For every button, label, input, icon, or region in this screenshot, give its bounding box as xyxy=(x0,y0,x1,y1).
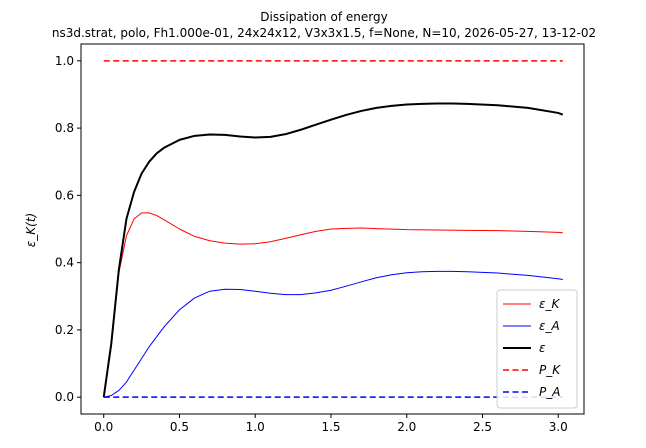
y-tick-label: 0.0 xyxy=(55,390,74,404)
series-line-0 xyxy=(103,212,563,398)
legend-label-2: ε xyxy=(539,341,546,355)
legend-label-0: ε_K xyxy=(539,297,560,311)
x-axis: 0.0 0.5 1.0 1.5 2.0 2.5 3.0 xyxy=(94,414,568,434)
legend-label-4: P_A xyxy=(539,385,560,399)
x-tick-label: 2.0 xyxy=(397,420,416,434)
y-tick-label: 1.0 xyxy=(55,54,74,68)
series-line-1 xyxy=(103,270,563,398)
y-tick-label: 0.6 xyxy=(55,188,74,202)
x-tick-label: 0.0 xyxy=(94,420,113,434)
legend-label-1: ε_A xyxy=(539,319,560,333)
chart-subtitle: ns3d.strat, polo, Fh1.000e-01, 24x24x12,… xyxy=(52,26,596,40)
x-tick-label: 1.0 xyxy=(246,420,265,434)
chart-title: Dissipation of energy xyxy=(260,10,387,24)
series-line-2 xyxy=(102,102,564,398)
y-tick-label: 0.2 xyxy=(55,323,74,337)
y-axis-label: ε_K(t) xyxy=(24,213,38,247)
y-axis: 0.0 0.2 0.4 0.6 0.8 1.0 xyxy=(55,54,81,404)
plot-frame xyxy=(80,43,585,415)
x-tick-label: 1.5 xyxy=(321,420,340,434)
legend-label-3: P_K xyxy=(539,363,561,377)
y-tick-label: 0.4 xyxy=(55,256,74,270)
legend-box xyxy=(496,289,578,409)
series-layer xyxy=(80,43,585,415)
legend: ε_K ε_A ε P_K P_A xyxy=(496,289,578,409)
x-tick-label: 0.5 xyxy=(170,420,189,434)
x-tick-label: 2.5 xyxy=(473,420,492,434)
x-tick-label: 3.0 xyxy=(549,420,568,434)
y-tick-label: 0.8 xyxy=(55,121,74,135)
